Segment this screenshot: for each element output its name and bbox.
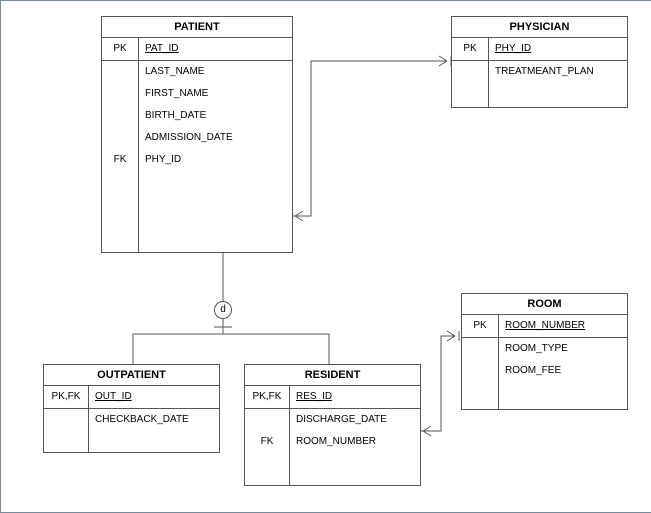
entity-outpatient: OUTPATIENT PK,FK OUT_ID CHECKBACK_DATE — [43, 364, 220, 453]
key-cell — [102, 61, 138, 83]
key-cell: PK,FK — [245, 386, 289, 409]
attr-cell: LAST_NAME — [139, 61, 292, 83]
attr-cell: PAT_ID — [139, 38, 292, 61]
attr-cell: ROOM_NUMBER — [499, 315, 627, 338]
attr-cell: TREATMEANT_PLAN — [489, 61, 627, 83]
er-canvas: PATIENT PK FK PAT_ID LAST_NAME FIRST_NAM… — [0, 0, 651, 513]
entity-title: RESIDENT — [245, 365, 420, 386]
entity-title: PHYSICIAN — [452, 17, 627, 38]
attr-cell: ROOM_NUMBER — [290, 431, 420, 453]
entity-title: PATIENT — [102, 17, 292, 38]
key-cell — [102, 83, 138, 105]
attr-cell: FIRST_NAME — [139, 83, 292, 105]
key-cell: PK,FK — [44, 386, 88, 409]
key-cell: FK — [245, 431, 289, 453]
key-cell — [44, 409, 88, 431]
attr-cell: RES_ID — [290, 386, 420, 409]
entity-title: ROOM — [462, 294, 627, 315]
key-cell — [462, 360, 498, 382]
entity-resident: RESIDENT PK,FK FK RES_ID DISCHARGE_DATE … — [244, 364, 421, 486]
attr-cell: DISCHARGE_DATE — [290, 409, 420, 431]
key-cell — [102, 105, 138, 127]
disjoint-symbol: d — [214, 301, 232, 319]
entity-room: ROOM PK ROOM_NUMBER ROOM_TYPE ROOM_FEE — [461, 293, 628, 410]
key-cell — [245, 409, 289, 431]
key-cell — [102, 127, 138, 149]
key-cell — [452, 61, 488, 83]
entity-physician: PHYSICIAN PK PHY_ID TREATMEANT_PLAN — [451, 16, 628, 108]
key-cell: FK — [102, 149, 138, 171]
key-cell: PK — [452, 38, 488, 61]
attr-cell: ROOM_TYPE — [499, 338, 627, 360]
attr-cell: OUT_ID — [89, 386, 219, 409]
key-cell: PK — [102, 38, 138, 61]
attr-cell: ROOM_FEE — [499, 360, 627, 382]
key-cell: PK — [462, 315, 498, 338]
entity-patient: PATIENT PK FK PAT_ID LAST_NAME FIRST_NAM… — [101, 16, 293, 253]
key-cell — [462, 338, 498, 360]
attr-cell: BIRTH_DATE — [139, 105, 292, 127]
attr-cell: ADMISSION_DATE — [139, 127, 292, 149]
attr-cell: CHECKBACK_DATE — [89, 409, 219, 431]
attr-cell: PHY_ID — [489, 38, 627, 61]
entity-title: OUTPATIENT — [44, 365, 219, 386]
attr-cell: PHY_ID — [139, 149, 292, 171]
